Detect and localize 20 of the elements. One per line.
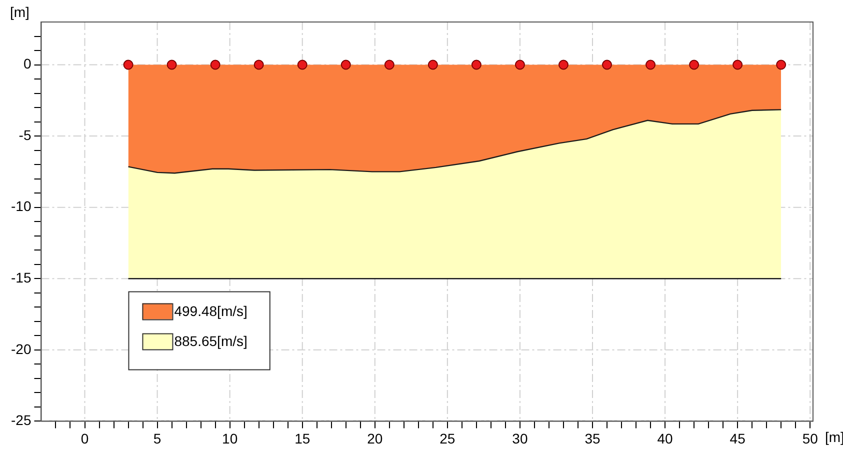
y-tick-label: -20 — [11, 340, 32, 357]
x-tick-label: 25 — [440, 430, 456, 446]
x-tick-label: 30 — [512, 430, 528, 446]
y-tick-label: -15 — [11, 269, 32, 286]
y-tick-label: -10 — [11, 198, 32, 214]
y-tick-label: -5 — [18, 126, 32, 143]
legend-label: 499.48[m/s] — [174, 303, 248, 320]
x-tick-label: 10 — [222, 430, 238, 446]
y-axis-title: [m] — [10, 4, 30, 20]
y-tick-label: 0 — [23, 56, 32, 72]
x-tick-label: 45 — [730, 430, 746, 446]
x-tick-label: 35 — [584, 430, 600, 446]
legend-label: 885.65[m/s] — [174, 333, 248, 350]
x-tick-label: 5 — [153, 430, 162, 446]
x-tick-label: 0 — [80, 430, 89, 446]
x-tick-label: 50 — [802, 430, 818, 446]
x-tick-label: 20 — [367, 430, 383, 446]
y-tick-label: -25 — [11, 412, 32, 428]
x-tick-label: 40 — [657, 430, 674, 446]
x-tick-label: 15 — [294, 430, 310, 446]
